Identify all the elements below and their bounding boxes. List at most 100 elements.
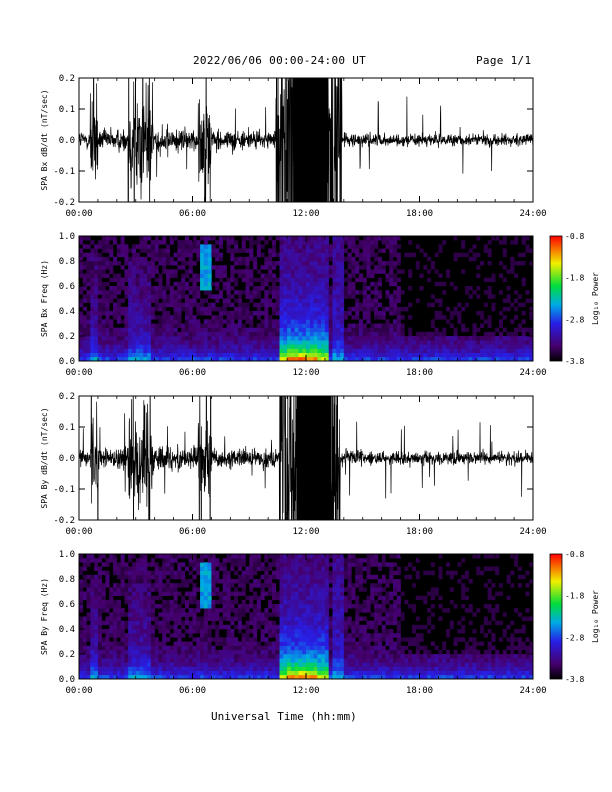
spectrogram-cell: [302, 599, 307, 605]
spectrogram-cell: [90, 641, 95, 646]
spectrogram-cell: [139, 574, 144, 580]
spectrogram-cell: [347, 566, 352, 571]
spectrogram-cell: [256, 562, 261, 567]
spectrogram-cell: [260, 344, 265, 349]
spectrogram-cell: [328, 649, 333, 655]
spectrogram-cell: [181, 583, 186, 588]
spectrogram-cell: [256, 290, 261, 295]
spectrogram-cell: [324, 265, 329, 270]
spectrogram-cell: [79, 558, 84, 563]
spectrogram-cell: [408, 240, 413, 245]
spectrogram-cell: [192, 558, 197, 563]
spectrogram-cell: [241, 641, 246, 646]
spectrogram-cell: [154, 624, 159, 630]
spectrogram-cell: [256, 252, 261, 258]
spectrogram-cell: [268, 583, 273, 588]
spectrogram-cell: [385, 579, 390, 584]
spectrogram-cell: [374, 666, 379, 671]
spectrogram-cell: [525, 336, 530, 341]
spectrogram-cell: [139, 336, 144, 341]
spectrogram-cell: [158, 302, 163, 308]
spectrogram-cell: [287, 336, 292, 341]
spectrogram-cell: [109, 587, 114, 592]
spectrogram-cell: [207, 599, 212, 605]
spectrogram-cell: [94, 620, 99, 626]
spectrogram-cell: [264, 323, 269, 328]
spectrogram-cell: [184, 356, 190, 362]
spectrogram-cell: [313, 649, 318, 655]
spectrogram-cell: [218, 344, 224, 349]
spectrogram-cell: [332, 298, 337, 303]
spectrogram-cell: [313, 261, 318, 266]
spectrogram-cell: [128, 286, 133, 291]
spectrogram-cell: [101, 336, 106, 341]
spectrogram-cell: [366, 566, 371, 571]
spectrogram-cell: [419, 340, 424, 345]
spectrogram-cell: [427, 269, 432, 274]
spectrogram-cell: [139, 558, 144, 563]
spectrogram-cell: [147, 306, 152, 312]
spectrogram-cell: [135, 311, 140, 316]
spectrogram-cell: [302, 323, 307, 328]
spectrogram-cell: [101, 298, 106, 303]
spectrogram-cell: [173, 574, 178, 580]
spectrogram-cell: [90, 649, 95, 655]
spectrogram-cell: [105, 620, 110, 626]
spectrogram-cell: [419, 356, 424, 362]
spectrogram-cell: [298, 654, 303, 659]
spectrogram-cell: [207, 348, 212, 353]
spectrogram-cell: [268, 348, 273, 353]
spectrogram-cell: [464, 340, 469, 345]
spectrogram-cell: [135, 269, 140, 274]
spectrogram-cell: [343, 649, 348, 655]
spectrogram-cell: [506, 348, 511, 353]
spectrogram-cell: [290, 240, 295, 245]
spectrogram-cell: [241, 591, 246, 596]
spectrogram-cell: [302, 331, 307, 337]
spectrogram-cell: [234, 591, 239, 596]
spectrogram-cell: [109, 265, 114, 270]
spectrogram-cell: [521, 236, 526, 241]
spectrogram-cell: [328, 302, 333, 308]
spectrogram-cell: [294, 637, 299, 642]
spectrogram-cell: [237, 612, 242, 617]
spectrogram-cell: [347, 352, 352, 358]
spectrogram-cell: [343, 637, 348, 642]
spectrogram-cell: [377, 658, 382, 663]
spectrogram-cell: [355, 620, 360, 626]
spectrogram-cell: [237, 336, 242, 341]
spectrogram-cell: [101, 261, 106, 266]
spectrogram-cell: [184, 348, 190, 353]
spectrogram-cell: [90, 286, 95, 291]
spectrogram-cell: [94, 290, 99, 295]
y-tick-label: 0.8: [59, 257, 75, 267]
spectrogram-cell: [498, 356, 504, 362]
spectrogram-cell: [245, 248, 250, 253]
spectrogram-cell: [207, 336, 212, 341]
spectrogram-cell: [135, 319, 140, 324]
spectrogram-cell: [457, 302, 462, 308]
spectrogram-cell: [97, 240, 102, 245]
spectrogram-cell: [196, 344, 201, 349]
spectrogram-cell: [128, 637, 133, 642]
spectrogram-cell: [347, 252, 352, 258]
spectrogram-cell: [525, 298, 530, 303]
spectrogram-cell: [105, 562, 110, 567]
spectrogram-cell: [177, 290, 182, 295]
spectrogram-cell: [120, 286, 125, 291]
spectrogram-cell: [222, 658, 227, 663]
spectrogram-cell: [328, 323, 333, 328]
spectrogram-cell: [385, 290, 390, 295]
spectrogram-cell: [287, 327, 292, 333]
spectrogram-cell: [203, 645, 208, 651]
spectrogram-cell: [260, 336, 265, 341]
spectrogram-cell: [173, 261, 178, 266]
spectrogram-cell: [309, 641, 314, 646]
spectrogram-cell: [290, 574, 295, 580]
spectrogram-cell: [442, 356, 447, 362]
spectrogram-cell: [109, 311, 114, 316]
spectrogram-cell: [90, 599, 95, 605]
spectrogram-cell: [340, 633, 345, 638]
spectrogram-cell: [355, 654, 360, 659]
spectrogram-cell: [294, 344, 299, 349]
